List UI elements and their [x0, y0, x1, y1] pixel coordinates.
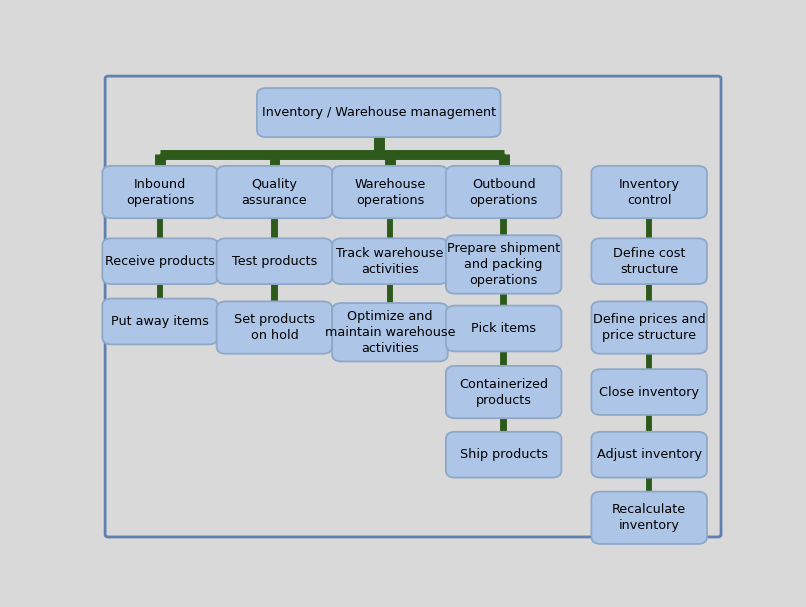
Text: Put away items: Put away items: [111, 315, 209, 328]
FancyBboxPatch shape: [592, 166, 707, 218]
FancyBboxPatch shape: [592, 302, 707, 354]
Text: Receive products: Receive products: [105, 255, 215, 268]
Text: Ship products: Ship products: [459, 448, 548, 461]
FancyBboxPatch shape: [446, 236, 562, 294]
FancyBboxPatch shape: [217, 166, 332, 218]
FancyBboxPatch shape: [446, 305, 562, 351]
FancyBboxPatch shape: [592, 369, 707, 415]
Text: Track warehouse
activities: Track warehouse activities: [336, 246, 443, 276]
Text: Prepare shipment
and packing
operations: Prepare shipment and packing operations: [447, 242, 560, 287]
Text: Inventory
control: Inventory control: [619, 177, 679, 206]
Text: Warehouse
operations: Warehouse operations: [355, 177, 426, 206]
FancyBboxPatch shape: [257, 88, 501, 137]
Text: Define cost
structure: Define cost structure: [613, 246, 685, 276]
FancyBboxPatch shape: [446, 166, 562, 218]
FancyBboxPatch shape: [446, 432, 562, 478]
FancyBboxPatch shape: [592, 432, 707, 478]
FancyBboxPatch shape: [332, 239, 448, 284]
FancyBboxPatch shape: [446, 366, 562, 418]
FancyBboxPatch shape: [332, 166, 448, 218]
FancyBboxPatch shape: [592, 239, 707, 284]
FancyBboxPatch shape: [332, 303, 448, 361]
Text: Test products: Test products: [231, 255, 317, 268]
FancyBboxPatch shape: [102, 239, 218, 284]
FancyBboxPatch shape: [217, 302, 332, 354]
Text: Set products
on hold: Set products on hold: [234, 313, 315, 342]
Text: Quality
assurance: Quality assurance: [242, 177, 307, 206]
Text: Inbound
operations: Inbound operations: [126, 177, 194, 206]
Text: Define prices and
price structure: Define prices and price structure: [593, 313, 705, 342]
FancyBboxPatch shape: [102, 299, 218, 344]
Text: Containerized
products: Containerized products: [459, 378, 548, 407]
Text: Recalculate
inventory: Recalculate inventory: [612, 503, 686, 532]
Text: Inventory / Warehouse management: Inventory / Warehouse management: [262, 106, 496, 119]
Text: Outbound
operations: Outbound operations: [469, 177, 538, 206]
Text: Optimize and
maintain warehouse
activities: Optimize and maintain warehouse activiti…: [325, 310, 455, 354]
Text: Pick items: Pick items: [471, 322, 536, 335]
FancyBboxPatch shape: [102, 166, 218, 218]
Text: Adjust inventory: Adjust inventory: [596, 448, 702, 461]
Text: Close inventory: Close inventory: [599, 385, 699, 399]
FancyBboxPatch shape: [592, 492, 707, 544]
FancyBboxPatch shape: [217, 239, 332, 284]
